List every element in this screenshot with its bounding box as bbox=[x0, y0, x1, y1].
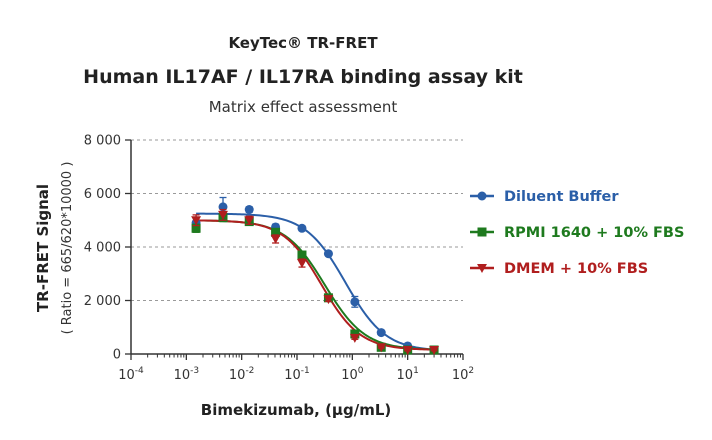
data-point-series-3 bbox=[349, 333, 360, 343]
data-point-series-1 bbox=[297, 223, 307, 233]
data-point-series-3 bbox=[191, 216, 202, 226]
x-tick-label: 10-4 bbox=[118, 366, 144, 383]
fit-curve-series-1 bbox=[196, 212, 435, 351]
y-tick-label: 4 000 bbox=[84, 241, 121, 256]
legend-marker bbox=[477, 227, 487, 237]
legend-marker bbox=[477, 191, 487, 201]
data-point-series-3 bbox=[323, 295, 334, 305]
fit-curve-series-3 bbox=[196, 219, 435, 351]
data-points bbox=[191, 196, 440, 355]
grid-layer bbox=[131, 139, 463, 301]
fit-curves bbox=[196, 212, 435, 351]
data-point-series-1 bbox=[323, 249, 333, 259]
y-tick-label: 0 bbox=[113, 348, 121, 363]
data-point-series-1 bbox=[350, 297, 360, 307]
legend-marker bbox=[477, 263, 487, 273]
x-tick-label: 102 bbox=[452, 366, 474, 383]
data-point-series-3 bbox=[244, 216, 255, 226]
data-point-series-2 bbox=[297, 250, 307, 260]
axis-layer: 0 2 000 4 000 6 000 8 000 10-4 10-3 10-2 10-1 100… bbox=[84, 134, 474, 384]
data-point-series-3 bbox=[297, 259, 307, 268]
data-point-series-3 bbox=[429, 345, 440, 355]
data-point-series-3 bbox=[218, 210, 228, 220]
x-tick-label: 10-1 bbox=[284, 366, 310, 383]
data-point-series-3 bbox=[402, 345, 413, 355]
legend-label: DMEM + 10% FBS bbox=[504, 261, 648, 277]
y-axis-label: TR-FRET Signal bbox=[34, 184, 52, 312]
chart-subtitle: Matrix effect assessment bbox=[209, 98, 398, 116]
x-tick-label: 10-3 bbox=[174, 366, 200, 383]
data-point-series-1 bbox=[244, 205, 254, 215]
y-tick-label: 6 000 bbox=[84, 187, 121, 202]
x-axis-label: Bimekizumab, (µg/mL) bbox=[201, 401, 391, 419]
x-tick-label: 101 bbox=[397, 366, 419, 383]
data-point-series-3 bbox=[270, 234, 281, 244]
chart-kicker: KeyTec® TR-FRET bbox=[228, 34, 378, 52]
y-tick-label: 8 000 bbox=[84, 134, 121, 149]
data-point-series-1 bbox=[376, 328, 386, 338]
data-point-series-3 bbox=[376, 343, 387, 353]
data-point-series-2 bbox=[191, 223, 201, 233]
x-tick-label: 100 bbox=[341, 366, 364, 383]
legend: Diluent Buffer RPMI 1640 + 10% FBS DMEM + … bbox=[470, 189, 684, 277]
legend-label: Diluent Buffer bbox=[504, 189, 619, 205]
y-tick-label: 2 000 bbox=[84, 294, 121, 309]
x-tick-label: 10-2 bbox=[229, 366, 255, 383]
legend-label: RPMI 1640 + 10% FBS bbox=[504, 225, 684, 241]
data-point-series-2 bbox=[271, 227, 281, 237]
y-axis-sublabel: ( Ratio = 665/620*10000 ) bbox=[60, 162, 75, 335]
chart-title: Human IL17AF / IL17RA binding assay kit bbox=[83, 66, 523, 88]
